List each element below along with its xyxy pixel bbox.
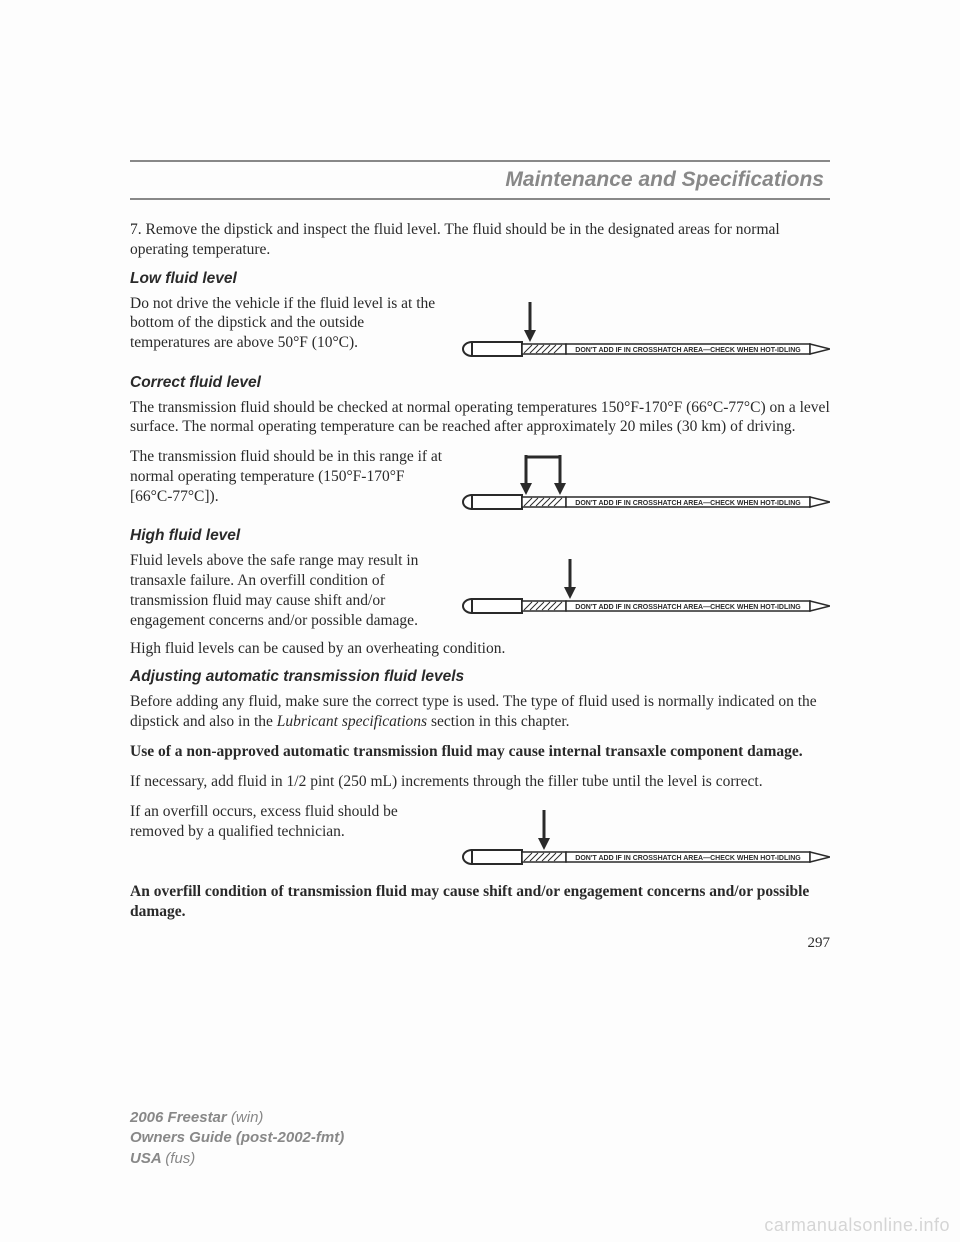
dipstick-svg: DON'T ADD IF IN CROSSHATCH AREA—CHECK WH… [460, 802, 830, 874]
dipstick-svg: DON'T ADD IF IN CROSSHATCH AREA—CHECK WH… [460, 551, 830, 623]
footer-line-1: 2006 Freestar (win) [130, 1108, 344, 1128]
high-fluid-block: DON'T ADD IF IN CROSSHATCH AREA—CHECK WH… [130, 551, 830, 630]
footer-line-2: Owners Guide (post-2002-fmt) [130, 1128, 344, 1148]
adjust-overfill-block: DON'T ADD IF IN CROSSHATCH AREA—CHECK WH… [130, 802, 830, 874]
footer-code1: (win) [231, 1109, 264, 1126]
correct-fluid-heading: Correct fluid level [130, 374, 830, 392]
footer: 2006 Freestar (win) Owners Guide (post-2… [130, 1108, 344, 1169]
page-number: 297 [130, 935, 830, 952]
dipstick-figure-low: DON'T ADD IF IN CROSSHATCH AREA—CHECK WH… [460, 294, 830, 366]
adjust-p1b: section in this chapter. [427, 713, 569, 730]
dipstick-label: DON'T ADD IF IN CROSSHATCH AREA—CHECK WH… [575, 500, 801, 507]
adjust-warning-2: An overfill condition of transmission fl… [130, 882, 830, 922]
high-fluid-heading: High fluid level [130, 527, 830, 545]
correct-fluid-block: DON'T ADD IF IN CROSSHATCH AREA—CHECK WH… [130, 447, 830, 519]
dipstick-svg: DON'T ADD IF IN CROSSHATCH AREA—CHECK WH… [460, 447, 830, 519]
footer-line-3: USA (fus) [130, 1149, 344, 1169]
high-fluid-p2: High fluid levels can be caused by an ov… [130, 639, 830, 659]
header-bar: Maintenance and Specifications [130, 160, 830, 200]
adjust-heading: Adjusting automatic transmission fluid l… [130, 668, 830, 686]
footer-model: 2006 Freestar [130, 1109, 231, 1126]
dipstick-figure-correct: DON'T ADD IF IN CROSSHATCH AREA—CHECK WH… [460, 447, 830, 519]
adjust-p1-italic: Lubricant specifications [277, 713, 427, 730]
dipstick-label: DON'T ADD IF IN CROSSHATCH AREA—CHECK WH… [575, 855, 801, 862]
step-7-text: 7. Remove the dipstick and inspect the f… [130, 220, 830, 260]
dipstick-label: DON'T ADD IF IN CROSSHATCH AREA—CHECK WH… [575, 604, 801, 611]
dipstick-svg: DON'T ADD IF IN CROSSHATCH AREA—CHECK WH… [460, 294, 830, 366]
low-fluid-block: DON'T ADD IF IN CROSSHATCH AREA—CHECK WH… [130, 294, 830, 366]
adjust-p2: If necessary, add fluid in 1/2 pint (250… [130, 772, 830, 792]
dipstick-label: DON'T ADD IF IN CROSSHATCH AREA—CHECK WH… [575, 347, 801, 354]
dipstick-figure-overfill: DON'T ADD IF IN CROSSHATCH AREA—CHECK WH… [460, 802, 830, 874]
low-fluid-heading: Low fluid level [130, 270, 830, 288]
section-title: Maintenance and Specifications [130, 168, 830, 192]
correct-fluid-p1: The transmission fluid should be checked… [130, 398, 830, 438]
adjust-p1: Before adding any fluid, make sure the c… [130, 692, 830, 732]
watermark: carmanualsonline.info [764, 1215, 950, 1236]
dipstick-figure-high: DON'T ADD IF IN CROSSHATCH AREA—CHECK WH… [460, 551, 830, 623]
footer-region: USA [130, 1150, 165, 1167]
page-content: Maintenance and Specifications 7. Remove… [130, 160, 830, 952]
adjust-warning-1: Use of a non-approved automatic transmis… [130, 742, 830, 762]
footer-code2: (fus) [165, 1150, 195, 1167]
